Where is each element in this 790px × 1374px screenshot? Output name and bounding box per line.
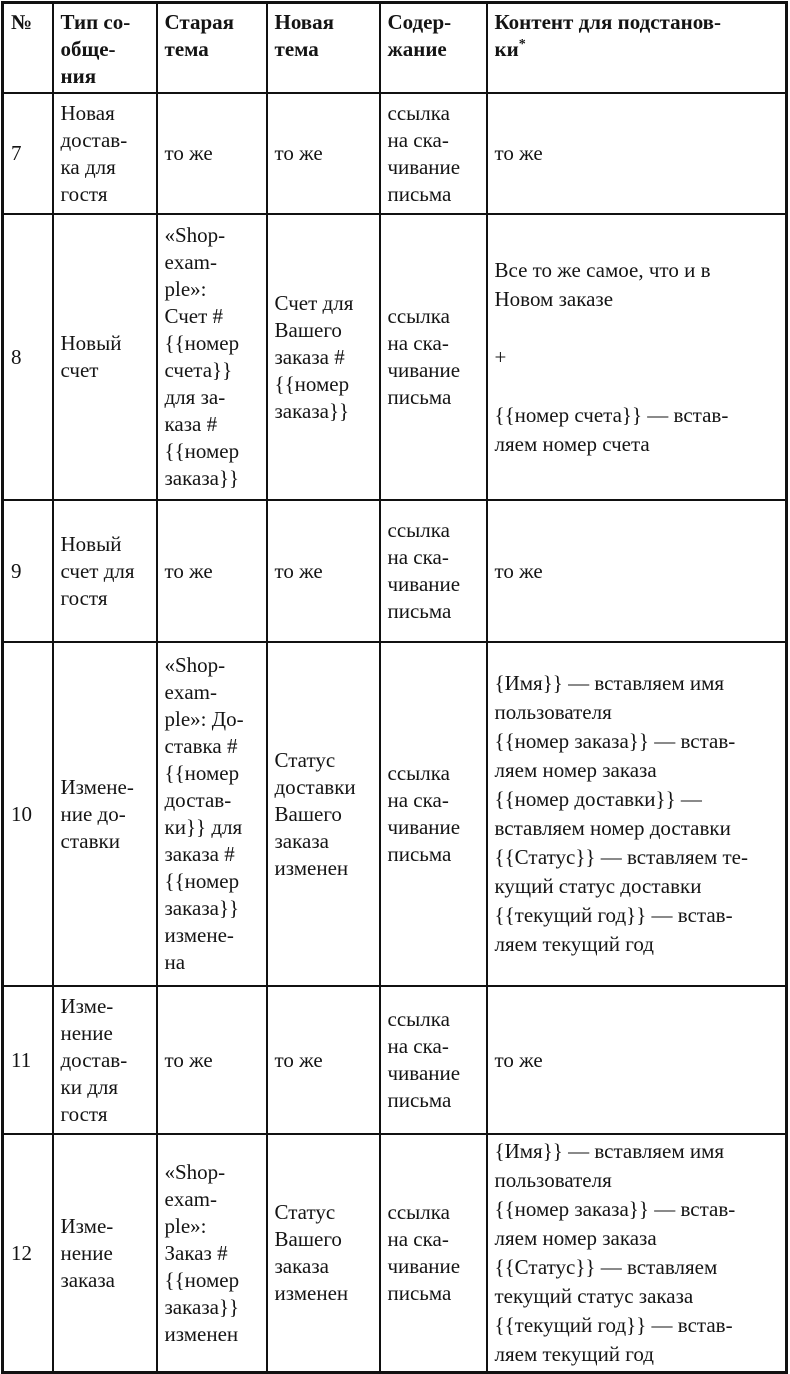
cell-old-subject: «Shop- exam- ple»: До- ставка # {{номер …	[155, 641, 268, 987]
col-header-old-subject: Старая тема	[155, 1, 268, 94]
table-row-10: 10 Измене- ние до- ставки «Shop- exam- p…	[1, 641, 788, 987]
cell-new-subject: то же	[265, 985, 381, 1135]
cell-substitution: {Имя}} — вставляем имя пользователя {{но…	[485, 641, 788, 987]
cell-content: ссылка на ска- чивание письма	[378, 641, 488, 987]
cell-number: 9	[1, 499, 54, 643]
cell-substitution: {Имя}} — вставляем имя пользователя {{но…	[485, 1133, 788, 1374]
cell-new-subject: то же	[265, 499, 381, 643]
cell-number: 8	[1, 213, 54, 501]
cell-content: ссылка на ска- чивание письма	[378, 92, 488, 215]
cell-substitution: Все то же самое, что и в Новом заказе + …	[485, 213, 788, 501]
cell-message-type: Изме- нение заказа	[51, 1133, 158, 1374]
col-header-new-subject: Новая тема	[265, 1, 381, 94]
cell-message-type: Новый счет для гостя	[51, 499, 158, 643]
cell-message-type: Измене- ние до- ставки	[51, 641, 158, 987]
table-header-row: № Тип со- обще- ния Старая тема Новая те…	[1, 1, 788, 94]
cell-number: 10	[1, 641, 54, 987]
cell-old-subject: то же	[155, 985, 268, 1135]
table-row-8: 8 Новый счет «Shop- exam- ple»: Счет # {…	[1, 213, 788, 501]
table-row-12: 12 Изме- нение заказа «Shop- exam- ple»:…	[1, 1133, 788, 1374]
cell-old-subject: «Shop- exam- ple»: Заказ # {{номер заказ…	[155, 1133, 268, 1374]
cell-number: 7	[1, 92, 54, 215]
cell-number: 11	[1, 985, 54, 1135]
col-header-substitution-label: Контент для подстанов- ки	[494, 10, 722, 61]
table-row-9: 9 Новый счет для гостя то же то же ссылк…	[1, 499, 788, 643]
col-header-number: №	[1, 1, 54, 94]
cell-new-subject: то же	[265, 92, 381, 215]
cell-content: ссылка на ска- чивание письма	[378, 1133, 488, 1374]
cell-substitution: то же	[485, 499, 788, 643]
cell-old-subject: «Shop- exam- ple»: Счет # {{номер счета}…	[155, 213, 268, 501]
cell-substitution: то же	[485, 92, 788, 215]
cell-new-subject: Статус Вашего заказа изменен	[265, 1133, 381, 1374]
cell-message-type: Новый счет	[51, 213, 158, 501]
cell-new-subject: Счет для Вашего заказа # {{номер заказа}…	[265, 213, 381, 501]
table-row-7: 7 Новая достав- ка для гостя то же то же…	[1, 92, 788, 215]
cell-content: ссылка на ска- чивание письма	[378, 985, 488, 1135]
cell-substitution: то же	[485, 985, 788, 1135]
cell-content: ссылка на ска- чивание письма	[378, 499, 488, 643]
cell-old-subject: то же	[155, 92, 268, 215]
table-row-11: 11 Изме- нение достав- ки для гостя то ж…	[1, 985, 788, 1135]
col-header-content: Содер- жание	[378, 1, 488, 94]
cell-old-subject: то же	[155, 499, 268, 643]
footnote-asterisk: *	[518, 37, 526, 52]
col-header-message-type: Тип со- обще- ния	[51, 1, 158, 94]
cell-message-type: Новая достав- ка для гостя	[51, 92, 158, 215]
col-header-substitution: Контент для подстанов- ки*	[485, 1, 788, 94]
cell-number: 12	[1, 1133, 54, 1374]
cell-content: ссылка на ска- чивание письма	[378, 213, 488, 501]
cell-new-subject: Статус доставки Вашего заказа изменен	[265, 641, 381, 987]
cell-message-type: Изме- нение достав- ки для гостя	[51, 985, 158, 1135]
